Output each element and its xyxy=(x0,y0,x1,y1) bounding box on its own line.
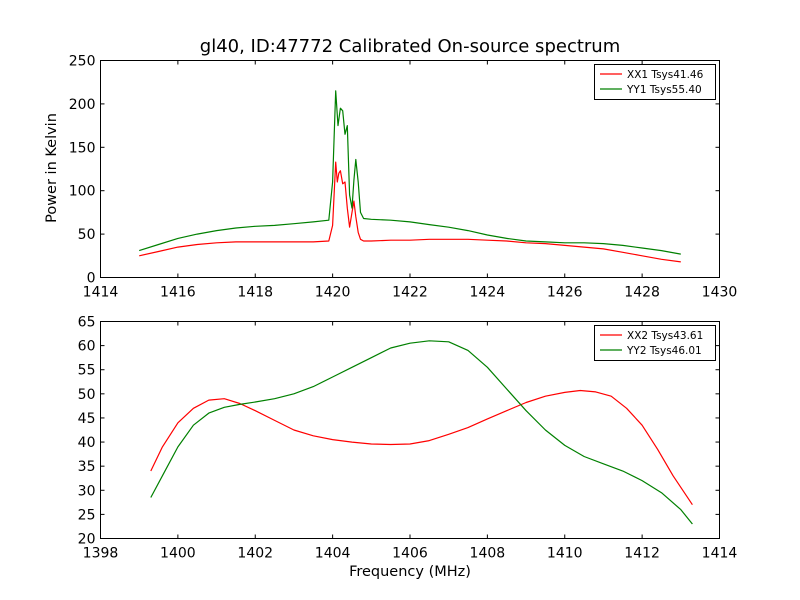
top-x-tick-label: 1414 xyxy=(83,285,119,301)
bottom-x-tick-label: 1410 xyxy=(547,546,583,562)
bottom-y-tick-label: 60 xyxy=(78,339,96,355)
top-legend: XX1 Tsys41.46 YY1 Tsys55.40 xyxy=(594,64,716,100)
top-legend-box xyxy=(594,64,716,100)
top-y-tick-label: 200 xyxy=(69,97,96,113)
bottom-x-tick-label: 1398 xyxy=(83,546,119,562)
bottom-y-tick-label: 30 xyxy=(78,483,96,499)
top-x-tick-label: 1420 xyxy=(315,285,351,301)
top-y-tick-label: 250 xyxy=(69,54,96,70)
bottom-x-tick-label: 1402 xyxy=(237,546,273,562)
top-y-tick-label: 150 xyxy=(69,140,96,156)
bottom-y-tick-label: 65 xyxy=(78,315,96,331)
legend-label-yy2: YY2 Tsys46.01 xyxy=(626,345,702,357)
bottom-y-tick-label: 50 xyxy=(78,387,96,403)
top-axis-ticks: 1414 1416 1418 1420 1422 1424 1426 1428 1430 0 50 1… xyxy=(69,54,738,301)
bottom-x-tick-label: 1412 xyxy=(624,546,660,562)
top-x-tick-label: 1428 xyxy=(624,285,660,301)
bottom-series-line-yy xyxy=(150,340,693,525)
top-series-line-yy xyxy=(139,90,681,255)
legend-label-yy1: YY1 Tsys55.40 xyxy=(626,84,702,96)
bottom-x-tick-label: 1414 xyxy=(702,546,738,562)
y-axis-label: Power in Kelvin xyxy=(44,113,60,223)
top-x-tick-label: 1424 xyxy=(470,285,506,301)
bottom-y-tick-label: 45 xyxy=(78,411,96,427)
bottom-legend: XX2 Tsys43.61 YY2 Tsys46.01 xyxy=(594,325,716,361)
top-series-lines xyxy=(139,90,681,263)
bottom-x-tick-label: 1404 xyxy=(315,546,351,562)
bottom-y-tick-label: 40 xyxy=(78,435,96,451)
bottom-y-tick-label: 35 xyxy=(78,459,96,475)
top-y-tick-label: 100 xyxy=(69,184,96,200)
bottom-series-lines xyxy=(150,340,693,525)
x-axis-label: Frequency (MHz) xyxy=(349,564,471,580)
top-x-tick-label: 1426 xyxy=(547,285,583,301)
top-plot-frame xyxy=(100,60,720,278)
top-x-tick-label: 1430 xyxy=(702,285,738,301)
bottom-x-tick-label: 1400 xyxy=(160,546,196,562)
top-series-line-xx xyxy=(139,161,681,263)
bottom-axis-ticks: 1398 1400 1402 1404 1406 1408 1410 1412 1414 20 25… xyxy=(78,315,738,562)
top-x-tick-label: 1418 xyxy=(237,285,273,301)
top-x-tick-label: 1422 xyxy=(392,285,428,301)
bottom-y-tick-label: 25 xyxy=(78,507,96,523)
bottom-y-tick-label: 20 xyxy=(78,532,96,548)
top-y-tick-label: 0 xyxy=(87,271,96,287)
top-y-tick-label: 50 xyxy=(78,227,96,243)
bottom-x-tick-label: 1408 xyxy=(470,546,506,562)
chart-title: gl40, ID:47772 Calibrated On-source spec… xyxy=(200,36,620,57)
bottom-x-tick-label: 1406 xyxy=(392,546,428,562)
legend-label-xx1: XX1 Tsys41.46 xyxy=(627,69,704,81)
bottom-y-tick-label: 55 xyxy=(78,363,96,379)
bottom-plot-frame xyxy=(100,321,720,539)
legend-label-xx2: XX2 Tsys43.61 xyxy=(627,330,703,342)
top-x-tick-label: 1416 xyxy=(160,285,196,301)
bottom-series-line-xx xyxy=(150,389,693,506)
top-panel: gl40, ID:47772 Calibrated On-source spec… xyxy=(44,36,737,301)
bottom-legend-box xyxy=(594,325,716,361)
bottom-panel: Frequency (MHz) 1398 1400 1402 1404 1406 1408… xyxy=(78,315,738,581)
